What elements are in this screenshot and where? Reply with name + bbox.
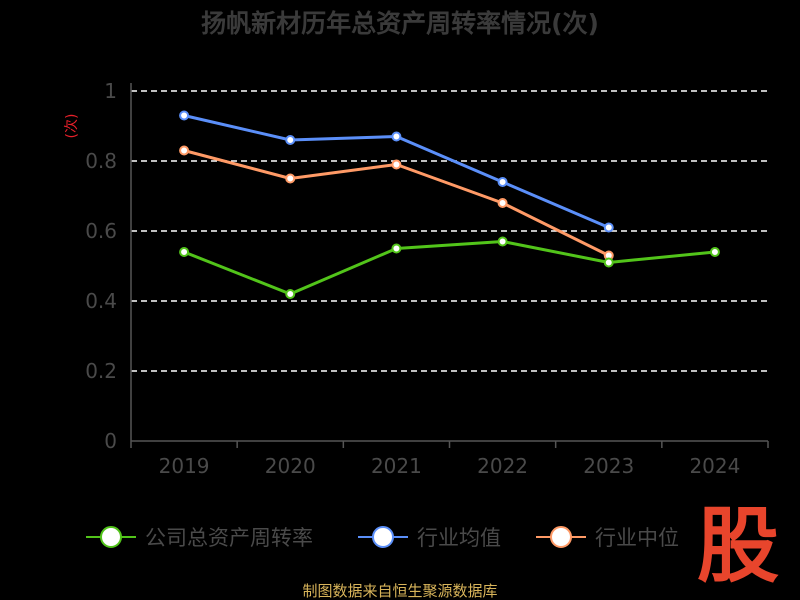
x-tick-label: 2019 bbox=[159, 454, 210, 478]
y-tick-label: 0.6 bbox=[85, 219, 117, 243]
y-tick-labels: 0 0.2 0.4 0.6 0.8 1 bbox=[85, 79, 117, 453]
data-point[interactable] bbox=[709, 247, 720, 257]
grid-lines bbox=[131, 90, 768, 372]
legend-label-company: 公司总资产周转率 bbox=[145, 526, 313, 550]
x-tick-label: 2024 bbox=[689, 454, 740, 478]
source-note: 制图数据来自恒生聚源数据库 bbox=[302, 582, 497, 600]
legend-item-company-turnover[interactable]: 公司总资产周转率 bbox=[86, 526, 313, 550]
x-tick-label: 2021 bbox=[371, 454, 422, 478]
data-point[interactable] bbox=[497, 236, 508, 247]
data-point[interactable] bbox=[497, 177, 508, 187]
series-lines bbox=[182, 114, 717, 296]
x-tick-label: 2022 bbox=[477, 454, 528, 478]
legend-item-industry-mean[interactable]: 行业均值 bbox=[358, 526, 501, 550]
data-point[interactable] bbox=[391, 159, 402, 170]
data-point[interactable] bbox=[285, 289, 296, 299]
series-line bbox=[182, 240, 717, 296]
data-point[interactable] bbox=[179, 247, 190, 257]
data-point[interactable] bbox=[391, 131, 402, 142]
y-tick-label: 0.4 bbox=[85, 289, 117, 313]
data-point[interactable] bbox=[285, 135, 296, 145]
legend-swatch-marker-mean bbox=[372, 526, 394, 548]
y-tick-label: 0.2 bbox=[85, 359, 117, 383]
legend-swatch-marker-company bbox=[100, 526, 122, 548]
y-tick-label: 0 bbox=[104, 429, 117, 453]
y-tick-label: 1 bbox=[104, 79, 117, 103]
data-point[interactable] bbox=[285, 173, 296, 184]
x-tick-label: 2023 bbox=[583, 454, 634, 478]
chart-title: 扬帆新材历年总资产周转率情况(次) bbox=[201, 9, 599, 38]
data-point[interactable] bbox=[391, 243, 402, 254]
series-points bbox=[179, 110, 720, 299]
legend-label-mean: 行业均值 bbox=[417, 526, 501, 550]
data-point[interactable] bbox=[603, 222, 614, 233]
data-point[interactable] bbox=[603, 257, 614, 268]
y-axis-unit-label: (次) bbox=[64, 114, 80, 139]
legend: 公司总资产周转率 行业均值 行业中位 bbox=[86, 526, 679, 550]
axes bbox=[130, 83, 769, 448]
legend-swatch-marker-median bbox=[550, 526, 572, 548]
data-point[interactable] bbox=[497, 198, 508, 208]
x-tick-label: 2020 bbox=[265, 454, 316, 478]
x-tick-labels: 2019 2020 2021 2022 2023 2024 bbox=[159, 454, 741, 478]
data-point[interactable] bbox=[179, 145, 190, 156]
legend-item-industry-median[interactable]: 行业中位 bbox=[536, 526, 679, 550]
data-point[interactable] bbox=[179, 110, 190, 121]
legend-label-median: 行业中位 bbox=[595, 526, 679, 550]
brand-logo: 股 bbox=[697, 499, 779, 594]
y-tick-label: 0.8 bbox=[85, 149, 117, 173]
